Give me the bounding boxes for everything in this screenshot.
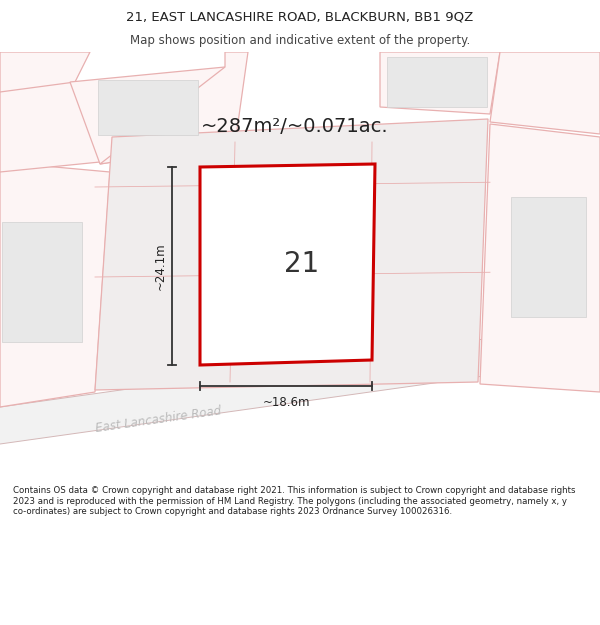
- Polygon shape: [490, 52, 600, 134]
- Polygon shape: [480, 124, 600, 392]
- Text: Contains OS data © Crown copyright and database right 2021. This information is : Contains OS data © Crown copyright and d…: [13, 486, 576, 516]
- Polygon shape: [70, 67, 230, 164]
- Text: Map shows position and indicative extent of the property.: Map shows position and indicative extent…: [130, 34, 470, 47]
- Polygon shape: [0, 321, 600, 446]
- Polygon shape: [200, 164, 375, 365]
- Text: ~18.6m: ~18.6m: [262, 396, 310, 409]
- Polygon shape: [2, 222, 82, 342]
- Polygon shape: [0, 52, 90, 92]
- Text: East Lancashire Road: East Lancashire Road: [95, 405, 223, 435]
- Polygon shape: [98, 79, 198, 134]
- Polygon shape: [380, 52, 500, 114]
- Polygon shape: [511, 197, 586, 317]
- Polygon shape: [100, 52, 248, 164]
- Text: 21, EAST LANCASHIRE ROAD, BLACKBURN, BB1 9QZ: 21, EAST LANCASHIRE ROAD, BLACKBURN, BB1…: [127, 10, 473, 23]
- Polygon shape: [387, 57, 487, 107]
- Text: ~24.1m: ~24.1m: [154, 242, 167, 290]
- Polygon shape: [0, 82, 108, 172]
- Text: ~287m²/~0.071ac.: ~287m²/~0.071ac.: [201, 118, 389, 136]
- Polygon shape: [95, 119, 488, 390]
- Polygon shape: [0, 162, 110, 407]
- Text: 21: 21: [284, 250, 319, 278]
